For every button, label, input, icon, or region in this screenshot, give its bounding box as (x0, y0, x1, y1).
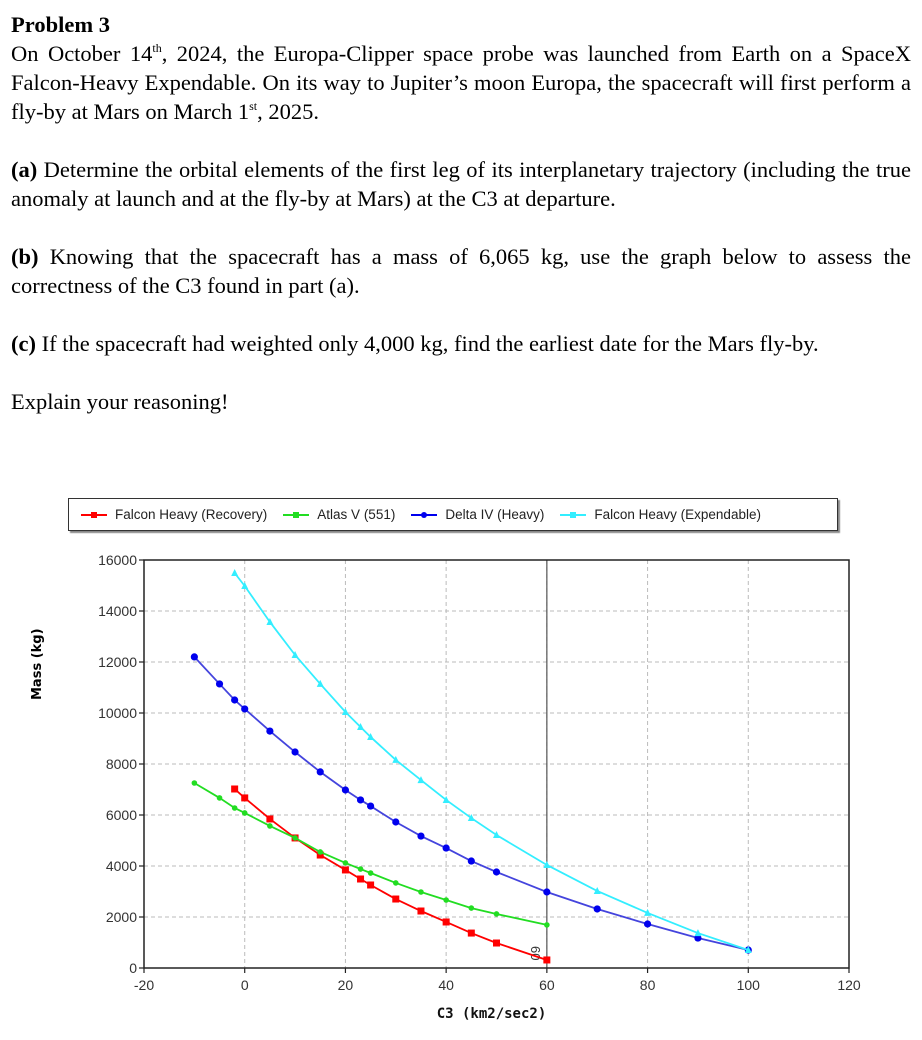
question-a: (a) Determine the orbital elements of th… (11, 155, 911, 213)
y-tick-label: 10000 (98, 705, 137, 721)
question-c-text: If the spacecraft had weighted only 4,00… (35, 331, 819, 356)
legend-label: Falcon Heavy (Expendable) (594, 507, 761, 522)
series-falcon-heavy-expendable- (231, 569, 752, 954)
x-tick-label: 20 (338, 977, 354, 993)
plot-frame (143, 559, 850, 969)
y-tick-label: 8000 (106, 756, 137, 772)
legend-swatch-icon (81, 511, 107, 518)
legend-item: Atlas V (551) (283, 507, 395, 522)
legend-label: Falcon Heavy (Recovery) (115, 507, 268, 522)
chart-legend: Falcon Heavy (Recovery) Atlas V (551) Delt… (68, 498, 838, 531)
y-tick-label: 2000 (106, 909, 137, 925)
y-tick-label: 4000 (106, 858, 137, 874)
problem-document: Problem 3 On October 14th, 2024, the Eur… (11, 10, 911, 416)
question-b-label: (b) (11, 244, 39, 269)
c3-marker-label: 60 (528, 946, 543, 960)
series-falcon-heavy-recovery- (231, 785, 551, 964)
question-b: (b) Knowing that the spacecraft has a ma… (11, 242, 911, 300)
x-tick-label: 0 (241, 977, 249, 993)
series-delta-iv-heavy- (190, 653, 752, 954)
x-tick-label: -20 (134, 977, 154, 993)
intro-sup-2: st (249, 99, 258, 113)
x-axis-label: C3 (km2/sec2) (437, 1006, 547, 1022)
legend-item: Delta IV (Heavy) (411, 507, 544, 522)
closing-text: Explain your reasoning! (11, 389, 229, 414)
y-axis-label: Mass (kg) (30, 628, 45, 700)
x-tick-label: 60 (539, 977, 555, 993)
legend-item: Falcon Heavy (Expendable) (560, 507, 761, 522)
x-tick-label: 40 (438, 977, 454, 993)
question-a-text: Determine the orbital elements of the fi… (11, 157, 911, 211)
x-tick-label: 80 (640, 977, 656, 993)
intro-sup-1: th (152, 41, 162, 55)
intro-text-2: , 2024, the Europa-Clipper space probe w… (11, 41, 912, 124)
y-tick-label: 16000 (98, 552, 137, 568)
legend-swatch-icon (283, 511, 310, 518)
intro-text-1: On October 14 (11, 41, 153, 66)
legend-label: Atlas V (551) (317, 507, 396, 522)
y-tick-label: 0 (129, 960, 137, 976)
problem-intro: On October 14th, 2024, the Europa-Clippe… (11, 39, 911, 126)
legend-item: Falcon Heavy (Recovery) (81, 507, 267, 522)
y-tick-label: 14000 (98, 603, 137, 619)
question-c: (c) If the spacecraft had weighted only … (11, 329, 911, 358)
legend-swatch-icon (411, 511, 438, 518)
series-atlas-v-551- (191, 780, 550, 928)
question-c-label: (c) (11, 331, 36, 356)
y-tick-label: 12000 (98, 654, 137, 670)
legend-swatch-icon (560, 511, 587, 518)
legend-label: Delta IV (Heavy) (445, 507, 545, 522)
x-tick-label: 100 (737, 977, 761, 993)
intro-text-3: , 2025. (257, 99, 319, 124)
problem-title: Problem 3 (11, 12, 110, 37)
x-tick-label: 120 (837, 977, 861, 993)
question-b-text: Knowing that the spacecraft has a mass o… (11, 244, 911, 298)
y-tick-label: 6000 (106, 807, 137, 823)
question-a-label: (a) (11, 157, 38, 182)
